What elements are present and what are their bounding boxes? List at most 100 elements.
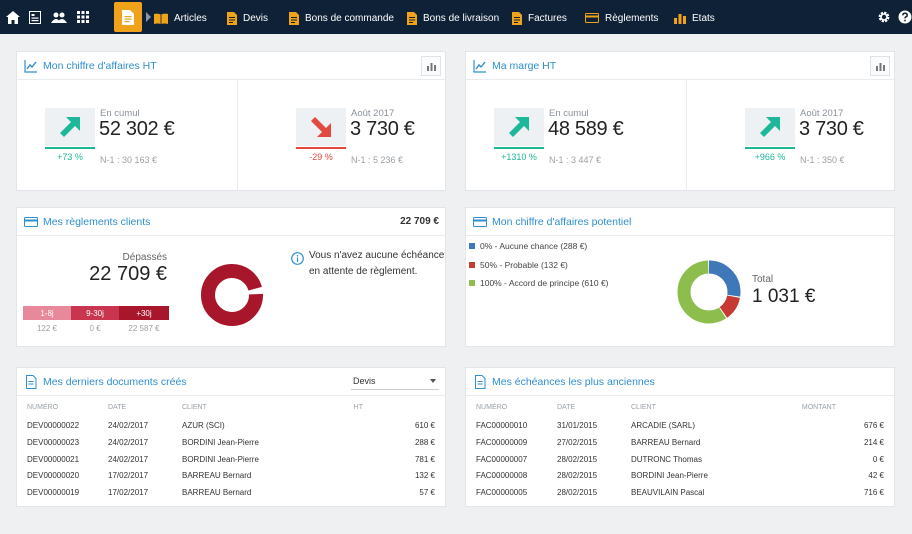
nav-devis[interactable]: Devis xyxy=(227,9,268,27)
column-header: NUMÉRO xyxy=(27,404,59,411)
table-cell: 28/02/2015 xyxy=(557,454,598,464)
bucket-label: +30j xyxy=(136,308,152,318)
column-header: CLIENT xyxy=(631,404,656,411)
column-header: MONTANT xyxy=(801,404,836,411)
book-icon xyxy=(154,13,168,24)
bucket-amount: 0 € xyxy=(89,324,101,333)
due-card-header: Mes échéances les plus anciennes xyxy=(466,368,894,396)
table-cell: DEV00000021 xyxy=(27,454,80,464)
nav-reglements-label: Règlements xyxy=(605,12,659,24)
legend-label: 50% - Probable (132 €) xyxy=(480,260,568,270)
donut-slice[interactable] xyxy=(677,260,741,324)
table-cell: DEV00000023 xyxy=(27,437,80,447)
documents-menu-button[interactable] xyxy=(114,2,142,32)
margin-card: Ma marge HT +1310 % En cumul 48 589 € N-… xyxy=(465,51,895,191)
table-cell: 27/02/2015 xyxy=(557,437,598,447)
document-icon xyxy=(227,11,237,25)
line-chart-icon xyxy=(473,60,486,73)
nav-articles[interactable]: Articles xyxy=(154,9,207,27)
document-type-select[interactable]: Devis xyxy=(351,374,439,390)
bar-chart-icon xyxy=(674,13,686,24)
payments-card-title: Mes règlements clients xyxy=(43,216,151,228)
bucket-bar-30j-plus[interactable]: +30j xyxy=(119,306,169,320)
bucket-bar-9-30j[interactable]: 9-30j xyxy=(71,306,119,320)
bucket-bar-1-8j[interactable]: 1-8j xyxy=(23,306,71,320)
table-cell: 17/02/2017 xyxy=(108,488,149,498)
table-cell: 676 € xyxy=(863,421,884,430)
potential-card-title: Mon chiffre d'affaires potentiel xyxy=(492,216,632,228)
users-icon[interactable] xyxy=(50,8,68,26)
kpi-change: +1310 % xyxy=(494,147,544,163)
nav-etats[interactable]: Etats xyxy=(674,9,715,27)
home-icon[interactable] xyxy=(4,8,22,26)
revenue-chart-button[interactable] xyxy=(421,56,441,76)
revenue-card-header: Mon chiffre d'affaires HT xyxy=(17,52,445,80)
trend-up-box xyxy=(494,108,544,146)
document-icon xyxy=(475,375,486,389)
table-cell: 214 € xyxy=(863,437,884,447)
apps-grid-icon[interactable] xyxy=(74,8,92,26)
payments-card: Mes règlements clients 22 709 € Dépassés… xyxy=(16,207,446,347)
document-icon xyxy=(512,11,522,25)
column-header: HT xyxy=(353,404,363,411)
legend-item: 100% - Accord de principe (610 €) xyxy=(469,278,609,288)
table-cell: 24/02/2017 xyxy=(108,437,149,447)
column-header: NUMÉRO xyxy=(476,404,508,411)
payments-donut xyxy=(201,264,263,326)
payments-card-header: Mes règlements clients 22 709 € xyxy=(17,208,445,236)
dashboard-icon[interactable] xyxy=(26,8,44,26)
table-cell: FAC00000009 xyxy=(476,437,528,447)
payments-header-total: 22 709 € xyxy=(400,216,439,227)
settings-gear-icon[interactable] xyxy=(875,8,893,26)
table-cell: 132 € xyxy=(414,471,435,481)
document-icon xyxy=(122,9,134,25)
nav-factures[interactable]: Factures xyxy=(512,9,567,27)
table-cell: DEV00000022 xyxy=(27,421,80,430)
table-cell: DUTRONC Thomas xyxy=(631,454,702,464)
table-cell: 28/02/2015 xyxy=(557,488,598,498)
nav-bons-de-commande[interactable]: Bons de commande xyxy=(289,9,394,27)
divider xyxy=(686,80,687,190)
table-cell: FAC00000010 xyxy=(476,421,528,430)
legend-item: 50% - Probable (132 €) xyxy=(469,260,568,270)
kpi-previous: N-1 : 5 236 € xyxy=(351,155,404,165)
nav-bons-de-livraison[interactable]: Bons de livraison xyxy=(407,9,499,27)
table-cell: BARREAU Bernard xyxy=(182,471,252,481)
card-icon xyxy=(585,13,599,23)
document-type-value: Devis xyxy=(353,376,376,386)
help-icon[interactable] xyxy=(896,8,912,26)
line-chart-icon xyxy=(24,60,37,73)
table-cell: 31/01/2015 xyxy=(557,421,598,430)
document-icon xyxy=(26,375,37,389)
legend-item: 0% - Aucune chance (288 €) xyxy=(469,241,587,251)
legend-swatch xyxy=(469,262,475,268)
table-cell: BORDINI Jean-Pierre xyxy=(182,437,259,447)
table-cell: 17/02/2017 xyxy=(108,471,149,481)
table-cell: ARCADIE (SARL) xyxy=(631,421,696,430)
column-header: DATE xyxy=(108,404,127,411)
legend-swatch xyxy=(469,243,475,249)
nav-articles-label: Articles xyxy=(174,12,207,24)
table-cell: BARREAU Bernard xyxy=(182,488,252,498)
kpi-change: -29 % xyxy=(296,147,346,163)
divider xyxy=(237,80,238,190)
table-cell: 24/02/2017 xyxy=(108,454,149,464)
table-cell: FAC00000008 xyxy=(476,471,528,481)
table-cell: 28/02/2015 xyxy=(557,471,598,481)
nav-bons-de-livraison-label: Bons de livraison xyxy=(423,12,500,24)
bar-chart-icon xyxy=(426,62,436,71)
revenue-cumul-kpi: +73 % En cumul 52 302 € N-1 : 30 163 € xyxy=(17,80,237,190)
bucket-label: 1-8j xyxy=(40,308,54,318)
documents-card-header: Mes derniers documents créés Devis xyxy=(17,368,445,396)
submenu-caret-icon xyxy=(146,12,151,22)
table-cell: BORDINI Jean-Pierre xyxy=(182,454,259,464)
kpi-previous: N-1 : 30 163 € xyxy=(100,155,158,165)
bucket-label: 9-30j xyxy=(86,308,104,318)
document-icon xyxy=(289,11,299,25)
bar-chart-icon xyxy=(875,62,885,71)
margin-chart-button[interactable] xyxy=(870,56,890,76)
nav-reglements[interactable]: Règlements xyxy=(585,9,658,27)
table-cell: AZUR (SCI) xyxy=(182,421,225,430)
trend-up-box xyxy=(45,108,95,146)
bucket-amount: 122 € xyxy=(36,324,58,333)
